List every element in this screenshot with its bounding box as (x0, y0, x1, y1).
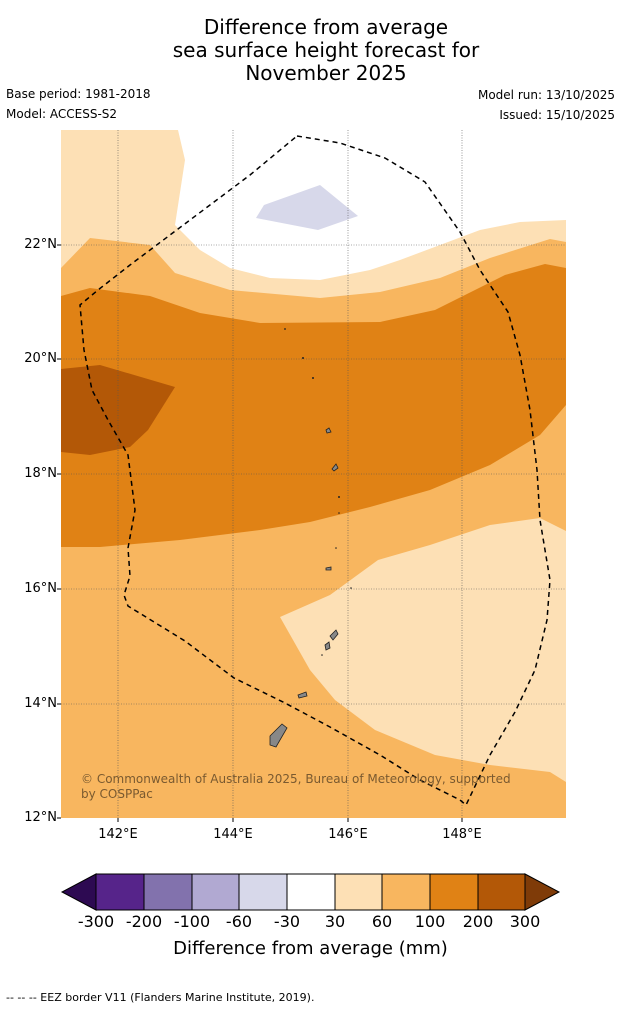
title-line-1: Difference from average (203, 15, 449, 39)
island-guam (269, 723, 288, 748)
island-agrihan (325, 427, 332, 434)
colorbar-label: Difference from average (mm) (173, 938, 448, 959)
small-islets (284, 328, 352, 656)
colorbar (60, 873, 561, 911)
chart-title: Difference from average sea surface heig… (0, 16, 621, 85)
title-line-2: sea surface height forecast for (172, 38, 480, 62)
islands (269, 427, 339, 748)
colorbar-tick-label: 60 (371, 912, 393, 931)
lat-label: 18°N (24, 466, 57, 481)
colorbar-segment (429, 873, 479, 911)
lat-label: 12°N (24, 810, 57, 825)
colorbar-tick-label: 200 (462, 912, 494, 931)
base-period-text: Base period: 1981-2018 (6, 87, 151, 101)
colorbar-extend-high (524, 873, 561, 911)
colorbar-segment (477, 873, 526, 911)
eez-legend-text: -- -- -- EEZ border V11 (Flanders Marine… (6, 991, 315, 1004)
gridlines (61, 130, 566, 818)
colorbar-tick-label: -300 (77, 912, 115, 931)
issued-text: Issued: 15/10/2025 (499, 108, 615, 122)
title-line-3: November 2025 (245, 61, 407, 85)
colorbar-segment (95, 873, 145, 911)
colorbar-tick-label: 100 (414, 912, 446, 931)
colorbar-tick-label: -30 (273, 912, 301, 931)
lon-label: 144°E (213, 827, 253, 842)
island-tinian (324, 641, 331, 651)
island-saipan (329, 629, 339, 641)
lat-label: 16°N (24, 581, 57, 596)
axis-ticks (57, 244, 463, 822)
lon-label: 148°E (442, 827, 482, 842)
colorbar-extend-low (60, 873, 97, 911)
lon-label: 146°E (328, 827, 368, 842)
colorbar-segment (381, 873, 431, 911)
band-negative (256, 185, 358, 230)
colorbar-tick-label: 300 (509, 912, 541, 931)
lat-label: 14°N (24, 696, 57, 711)
island-rota (297, 691, 308, 699)
band-100-200 (61, 264, 566, 547)
lon-label: 142°E (98, 827, 138, 842)
colorbar-tick-label: 30 (324, 912, 346, 931)
colorbar-segment (143, 873, 193, 911)
band-30-60-south (280, 518, 566, 782)
model-text: Model: ACCESS-S2 (6, 107, 118, 121)
colorbar-tick-label: -200 (125, 912, 163, 931)
colorbar-segment (334, 873, 383, 911)
colorbar-segment (191, 873, 240, 911)
colorbar-tick-label: -60 (225, 912, 253, 931)
colorbar-segment (238, 873, 288, 911)
copyright-text: © Commonwealth of Australia 2025, Bureau… (81, 772, 511, 801)
colorbar-segment (286, 873, 336, 911)
model-run-text: Model run: 13/10/2025 (477, 88, 615, 102)
lat-label: 20°N (24, 351, 57, 366)
lat-label: 22°N (24, 237, 57, 252)
island-anatahan (325, 566, 332, 571)
island-pagan (331, 463, 339, 472)
colorbar-tick-label: -100 (173, 912, 211, 931)
